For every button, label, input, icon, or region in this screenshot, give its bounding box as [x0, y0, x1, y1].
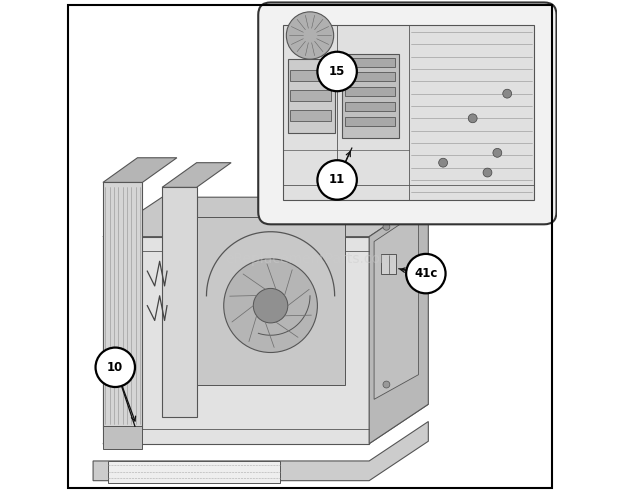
Text: 10: 10 — [107, 361, 123, 374]
Polygon shape — [103, 197, 428, 237]
Bar — [288, 59, 335, 133]
Polygon shape — [162, 187, 197, 417]
Circle shape — [286, 12, 334, 59]
Bar — [290, 110, 330, 121]
Text: 15: 15 — [329, 65, 345, 78]
Circle shape — [439, 158, 448, 167]
Polygon shape — [108, 461, 280, 483]
Polygon shape — [369, 197, 428, 444]
Circle shape — [224, 259, 317, 352]
Circle shape — [483, 168, 492, 177]
Circle shape — [383, 381, 390, 388]
Bar — [342, 54, 399, 138]
Circle shape — [468, 114, 477, 123]
Polygon shape — [197, 217, 345, 385]
Polygon shape — [103, 404, 428, 444]
Polygon shape — [162, 163, 231, 187]
Circle shape — [493, 148, 502, 157]
Bar — [345, 58, 395, 67]
Polygon shape — [103, 158, 177, 182]
Circle shape — [317, 52, 357, 91]
Bar — [290, 90, 330, 101]
Polygon shape — [93, 422, 428, 481]
Circle shape — [383, 223, 390, 230]
Circle shape — [503, 89, 512, 98]
Bar — [345, 87, 395, 96]
Bar — [345, 72, 395, 81]
Text: 41c: 41c — [414, 267, 438, 280]
Circle shape — [317, 160, 357, 200]
Bar — [381, 254, 396, 274]
Text: 11: 11 — [329, 174, 345, 186]
Bar — [345, 102, 395, 111]
Text: eReplacementParts.com: eReplacementParts.com — [226, 252, 394, 266]
Polygon shape — [103, 182, 143, 429]
Bar — [103, 426, 143, 449]
Circle shape — [95, 348, 135, 387]
Polygon shape — [103, 237, 369, 444]
Polygon shape — [374, 212, 419, 399]
Circle shape — [254, 288, 288, 323]
Polygon shape — [283, 25, 534, 200]
Circle shape — [406, 254, 446, 293]
Bar — [345, 117, 395, 126]
Bar — [290, 70, 330, 81]
FancyBboxPatch shape — [259, 2, 557, 224]
